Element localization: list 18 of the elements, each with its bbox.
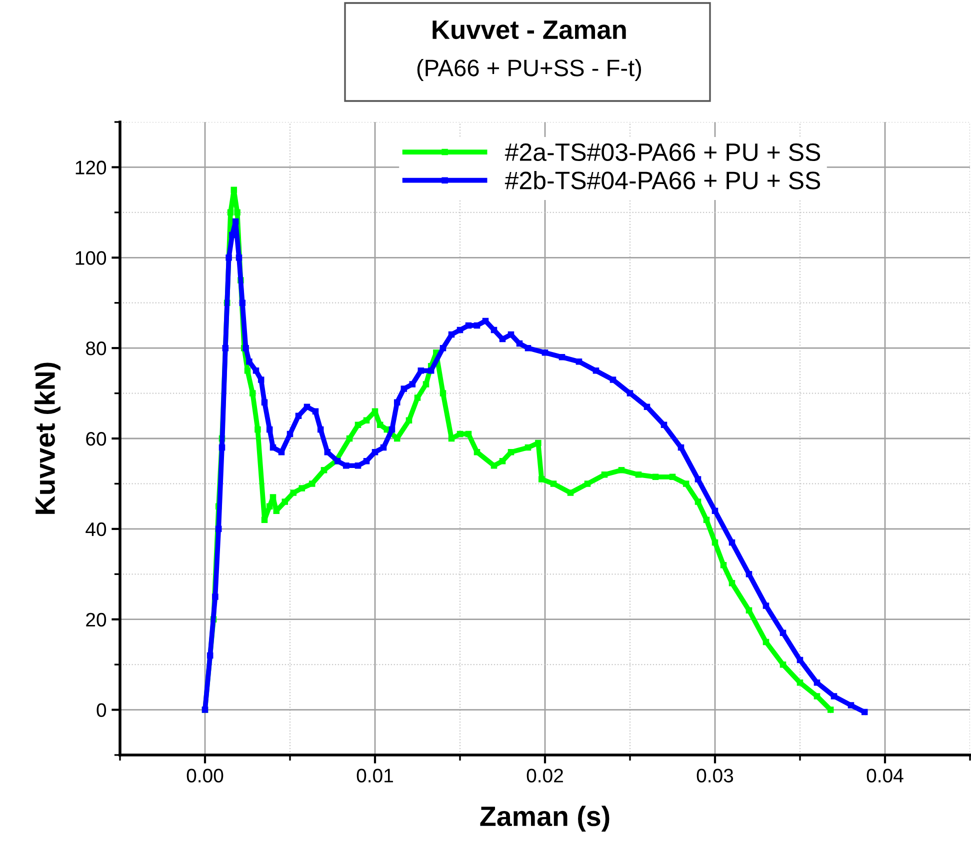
- x-tick-label: 0.03: [696, 768, 734, 782]
- legend-label: #2a-TS#03-PA66 + PU + SS: [504, 143, 820, 162]
- chart-title: Kuvvet - Zaman: [432, 20, 626, 40]
- x-axis-title: Zaman (s): [480, 806, 610, 832]
- y-tick-label: 80: [86, 342, 106, 356]
- x-tick-label: 0.02: [526, 768, 563, 782]
- y-tick-label: 100: [76, 251, 106, 265]
- y-tick-label: 0: [96, 703, 106, 718]
- chart-subtitle: (PA66 + PU+SS - F-t): [417, 58, 642, 81]
- x-tick-label: 0.04: [866, 768, 904, 782]
- y-axis-title: Kuvvet (kN): [34, 362, 60, 514]
- y-tick-label: 120: [76, 160, 106, 174]
- y-tick-label: 20: [86, 612, 106, 627]
- y-tick-label: 40: [86, 522, 106, 536]
- x-tick-label: 0.00: [186, 768, 224, 782]
- x-tick-label: 0.01: [356, 768, 393, 782]
- y-tick-label: 60: [86, 432, 106, 446]
- legend-label: #2b-TS#04-PA66 + PU + SS: [504, 170, 820, 190]
